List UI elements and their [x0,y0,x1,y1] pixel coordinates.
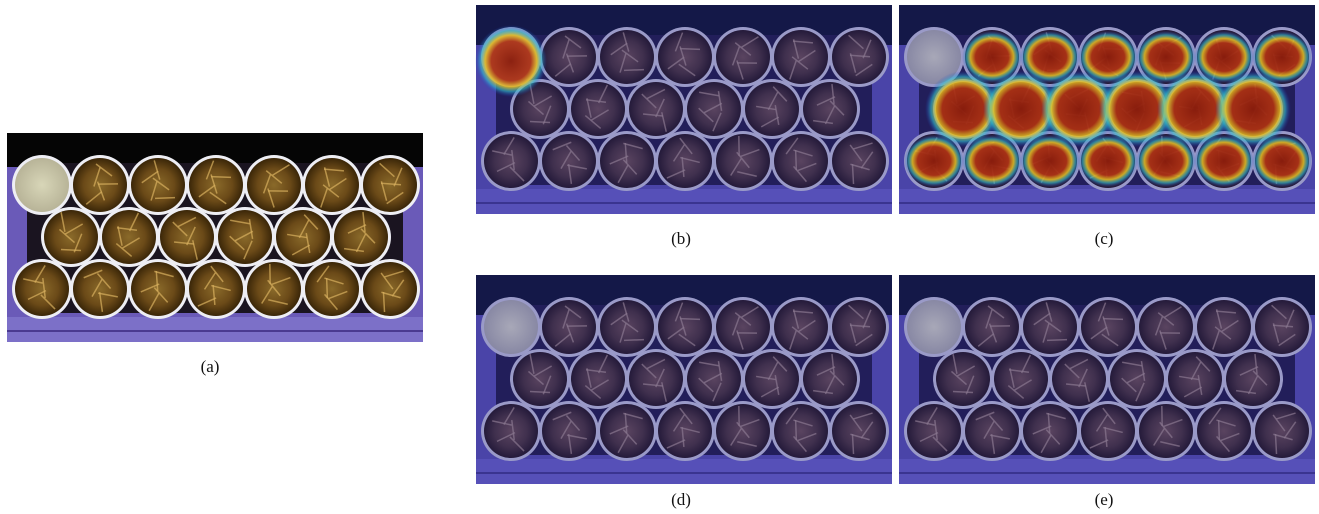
tobacco [658,134,712,188]
texture [680,49,700,50]
tobacco [131,158,185,212]
tobacco [936,352,990,406]
tobacco [629,82,683,136]
tobacco [334,210,388,264]
tobacco [832,300,886,354]
texture [61,249,81,250]
panel-e [899,275,1315,484]
texture [1219,420,1220,440]
caption: (d) [671,490,691,509]
heatmap [475,25,547,97]
tobacco [571,82,625,136]
tobacco [102,210,156,264]
texture [530,391,550,392]
heatmap [1252,135,1312,187]
texture [1103,319,1123,320]
caption: (e) [1095,490,1114,509]
tobacco [305,262,359,316]
tobacco [1023,300,1077,354]
tobacco [832,134,886,188]
tobacco [44,210,98,264]
tray [476,459,892,484]
tobacco [73,262,127,316]
tobacco [542,134,596,188]
tobacco [600,300,654,354]
heatmap [1020,135,1080,187]
texture [624,70,644,71]
tobacco [716,30,770,84]
tobacco [363,262,417,316]
tobacco [513,352,567,406]
tobacco [1226,352,1280,406]
panel-d [476,275,892,484]
heatmap [962,135,1022,187]
heatmap [904,135,964,187]
texture [953,391,973,392]
tobacco [994,352,1048,406]
figure: (a) (b) (c) (d) (e) [0,0,1319,514]
tray [7,317,423,342]
tobacco [803,352,857,406]
panel-a [7,133,423,342]
tobacco [189,262,243,316]
texture [680,319,700,320]
texture [211,177,231,178]
texture [383,292,384,312]
filter [907,300,961,354]
texture [530,121,550,122]
texture [155,198,175,199]
tray [476,189,892,214]
tobacco [1255,300,1309,354]
texture [796,150,797,170]
caption: (c) [1095,229,1114,248]
tobacco [1255,404,1309,458]
heatmap [1136,135,1196,187]
caption: (b) [671,229,691,248]
texture [796,420,797,440]
tobacco [189,158,243,212]
tobacco [658,300,712,354]
tobacco [658,404,712,458]
tray [899,459,1315,484]
tobacco [305,158,359,212]
texture [852,434,853,454]
tobacco [247,158,301,212]
tobacco [600,30,654,84]
heatmap [1078,135,1138,187]
tobacco [363,158,417,212]
tobacco [774,300,828,354]
tobacco [1139,300,1193,354]
tobacco [832,404,886,458]
tobacco [716,300,770,354]
tobacco [1197,404,1251,458]
tobacco [774,404,828,458]
texture [1047,340,1067,341]
panel-b [475,5,892,214]
tobacco [832,30,886,84]
tobacco [803,82,857,136]
tobacco [542,404,596,458]
tobacco [1197,300,1251,354]
texture [1275,434,1276,454]
caption: (a) [201,357,220,376]
tobacco [160,210,214,264]
heatmap [1194,135,1254,187]
filter [15,158,69,212]
tobacco [629,352,683,406]
tobacco [774,30,828,84]
tobacco [1052,352,1106,406]
tobacco [1081,300,1135,354]
filter [484,300,538,354]
panel-c [899,5,1315,214]
texture [624,340,644,341]
tobacco [571,352,625,406]
tobacco [1081,404,1135,458]
texture [852,164,853,184]
tobacco [965,404,1019,458]
tobacco [774,134,828,188]
tray [899,189,1315,214]
texture [327,278,328,298]
tobacco [658,30,712,84]
